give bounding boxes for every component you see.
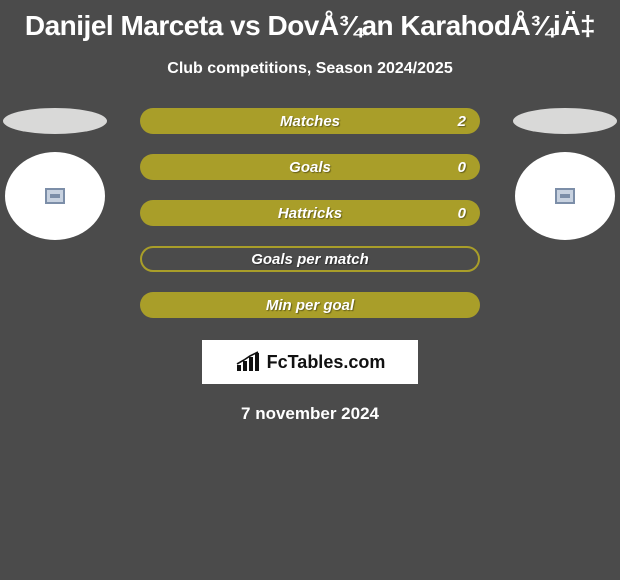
- bar-goals-per-match: Goals per match: [140, 246, 480, 272]
- content-wrap: Matches 2 Goals 0 Hattricks 0 Goals per …: [0, 108, 620, 318]
- bar-matches: Matches 2: [140, 108, 480, 134]
- bar-goals: Goals 0: [140, 154, 480, 180]
- brand-text: FcTables.com: [267, 352, 386, 373]
- left-club-placeholder-icon: [45, 188, 65, 204]
- right-club-placeholder-icon: [555, 188, 575, 204]
- brand-bar-icon: [235, 351, 263, 373]
- bar-label: Goals: [289, 159, 331, 176]
- bar-value: 0: [458, 159, 466, 176]
- page-title: Danijel Marceta vs DovÅ¾an KarahodÅ¾iÄ‡: [0, 0, 620, 42]
- left-club-circle: [5, 152, 105, 240]
- left-player-column: [0, 108, 110, 240]
- bar-value: 0: [458, 205, 466, 222]
- right-player-column: [510, 108, 620, 240]
- stat-bars: Matches 2 Goals 0 Hattricks 0 Goals per …: [140, 108, 480, 318]
- bar-label: Min per goal: [266, 297, 354, 314]
- bar-label: Hattricks: [278, 205, 342, 222]
- left-flag-ellipse: [3, 108, 107, 134]
- right-flag-ellipse: [513, 108, 617, 134]
- bar-label: Goals per match: [251, 251, 369, 268]
- subtitle: Club competitions, Season 2024/2025: [0, 60, 620, 78]
- bar-min-per-goal: Min per goal: [140, 292, 480, 318]
- date: 7 november 2024: [0, 404, 620, 424]
- bar-hattricks: Hattricks 0: [140, 200, 480, 226]
- brand-box: FcTables.com: [202, 340, 418, 384]
- bar-value: 2: [458, 113, 466, 130]
- bar-label: Matches: [280, 113, 340, 130]
- right-club-circle: [515, 152, 615, 240]
